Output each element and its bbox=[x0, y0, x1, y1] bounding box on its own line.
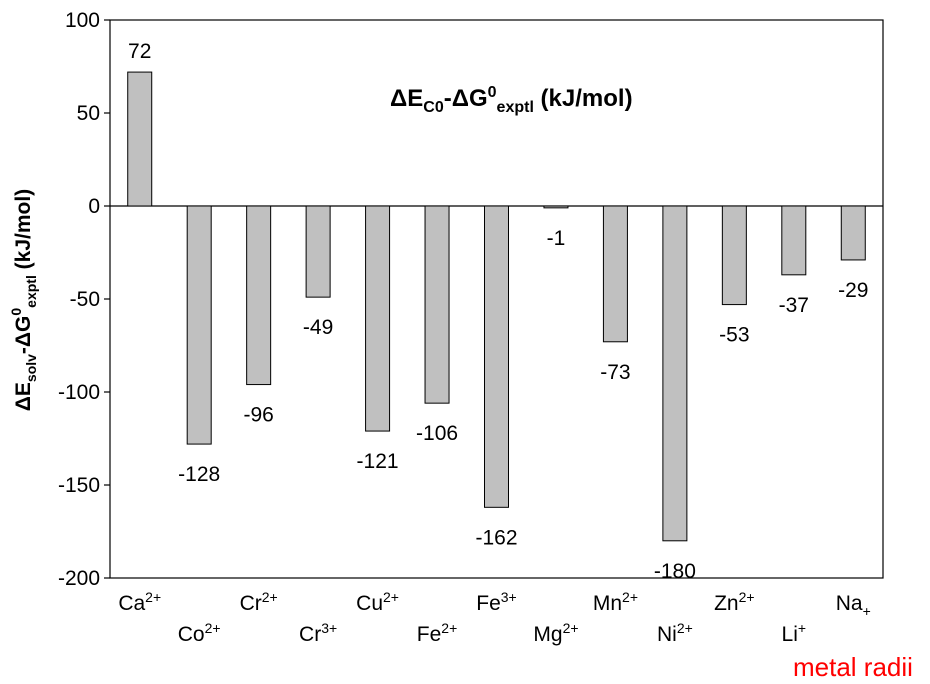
rich-text-part: -ΔG bbox=[444, 85, 488, 112]
bar bbox=[186, 205, 212, 445]
y-tick-label: -100 bbox=[58, 381, 100, 404]
y-tick-label: 100 bbox=[65, 9, 100, 32]
category-base: Co bbox=[178, 623, 205, 646]
category-base: Mg bbox=[533, 623, 562, 646]
category-label: Cr3+ bbox=[299, 620, 337, 646]
x-axis-categories: Ca2+Co2+Cr2+Cr3+Cu2+Fe2+Fe3+Mg2+Mn2+Ni2+… bbox=[118, 589, 870, 646]
category-base: Ni bbox=[657, 623, 677, 646]
y-tick-label: 0 bbox=[88, 195, 100, 218]
category-label: Li+ bbox=[782, 620, 807, 646]
chart-title: ΔEC0-ΔG0exptl (kJ/mol) bbox=[390, 84, 633, 116]
category-base: Zn bbox=[714, 592, 739, 615]
bar bbox=[246, 205, 272, 386]
category-base: Cr bbox=[240, 592, 262, 615]
y-axis-ticks: 100 50 0 -50 -100 -150 -200 bbox=[58, 9, 110, 590]
rich-text-part: exptl bbox=[23, 275, 39, 308]
bar bbox=[424, 205, 450, 404]
category-label: Cu2+ bbox=[356, 589, 399, 615]
category-charge: + bbox=[798, 620, 806, 636]
rich-text-part: -ΔG bbox=[12, 316, 35, 354]
y-tick-label: -200 bbox=[58, 567, 100, 590]
data-label: -121 bbox=[357, 450, 399, 473]
footnote-metal-radii: metal radii bbox=[793, 652, 913, 682]
rich-text-part: C0 bbox=[423, 99, 444, 116]
bar bbox=[484, 205, 509, 508]
category-charge: 2+ bbox=[441, 620, 457, 636]
category-label: Ni2+ bbox=[657, 620, 693, 646]
category-base: Mn bbox=[593, 592, 622, 615]
category-charge: 2+ bbox=[622, 589, 638, 605]
bar bbox=[543, 205, 569, 209]
category-base: Na bbox=[836, 592, 863, 615]
bar bbox=[721, 205, 747, 306]
y-tick-label: -150 bbox=[58, 474, 100, 497]
category-charge: 2+ bbox=[563, 620, 579, 636]
bar bbox=[602, 205, 628, 343]
category-charge: + bbox=[863, 603, 871, 619]
bar bbox=[127, 71, 153, 207]
rich-text-part: 0 bbox=[8, 308, 24, 316]
bar bbox=[305, 205, 331, 298]
rich-text-part: exptl bbox=[497, 99, 534, 116]
data-label: -29 bbox=[838, 279, 868, 302]
rich-text-part: ΔE bbox=[390, 85, 423, 112]
data-label: -180 bbox=[654, 560, 696, 583]
data-label: -106 bbox=[416, 422, 458, 445]
category-base: Fe bbox=[417, 623, 442, 646]
category-label: Cr2+ bbox=[240, 589, 278, 615]
category-base: Cr bbox=[299, 623, 321, 646]
category-charge: 2+ bbox=[677, 620, 693, 636]
category-charge: 2+ bbox=[262, 589, 278, 605]
category-label: Zn2+ bbox=[714, 589, 754, 615]
rich-text-part: solv bbox=[23, 354, 39, 382]
y-axis-label: ΔEsolv-ΔG0exptl (kJ/mol) bbox=[8, 189, 39, 411]
category-base: Ca bbox=[118, 592, 145, 615]
data-label: -73 bbox=[600, 361, 630, 384]
data-label: -128 bbox=[178, 463, 220, 486]
category-label: Co2+ bbox=[178, 620, 221, 646]
data-label: -96 bbox=[243, 404, 273, 427]
rich-text-part: (kJ/mol) bbox=[12, 189, 35, 275]
category-label: Mg2+ bbox=[533, 620, 578, 646]
y-tick-label: 50 bbox=[77, 102, 100, 125]
rich-text-part: (kJ/mol) bbox=[534, 85, 633, 112]
category-label: Ca2+ bbox=[118, 589, 161, 615]
data-label: -37 bbox=[779, 294, 809, 317]
data-labels: 72 -128 -96 -49 -121 -106 -162 -1 -73 -180 -53 -37 -… bbox=[128, 40, 868, 583]
category-charge: 2+ bbox=[383, 589, 399, 605]
data-label: -53 bbox=[719, 324, 749, 347]
data-label: -1 bbox=[547, 227, 566, 250]
category-label: Na+ bbox=[836, 592, 871, 619]
rich-text-part: 0 bbox=[488, 84, 497, 101]
category-base: Li bbox=[782, 623, 798, 646]
category-charge: 3+ bbox=[501, 589, 517, 605]
bar bbox=[840, 205, 866, 261]
category-label: Fe2+ bbox=[417, 620, 457, 646]
y-tick-label: -50 bbox=[70, 288, 100, 311]
bar bbox=[365, 205, 391, 432]
data-label: -162 bbox=[475, 526, 517, 549]
category-base: Fe bbox=[476, 592, 501, 615]
bar bbox=[781, 205, 807, 276]
category-label: Mn2+ bbox=[593, 589, 638, 615]
category-charge: 2+ bbox=[145, 589, 161, 605]
category-label: Fe3+ bbox=[476, 589, 516, 615]
category-charge: 3+ bbox=[321, 620, 337, 636]
rich-text-part: ΔE bbox=[12, 382, 35, 411]
category-charge: 2+ bbox=[205, 620, 221, 636]
data-label: -49 bbox=[303, 316, 333, 339]
data-label: 72 bbox=[128, 40, 151, 63]
bars-group bbox=[127, 71, 866, 542]
category-charge: 2+ bbox=[739, 589, 755, 605]
category-base: Cu bbox=[356, 592, 383, 615]
bar bbox=[662, 205, 688, 542]
